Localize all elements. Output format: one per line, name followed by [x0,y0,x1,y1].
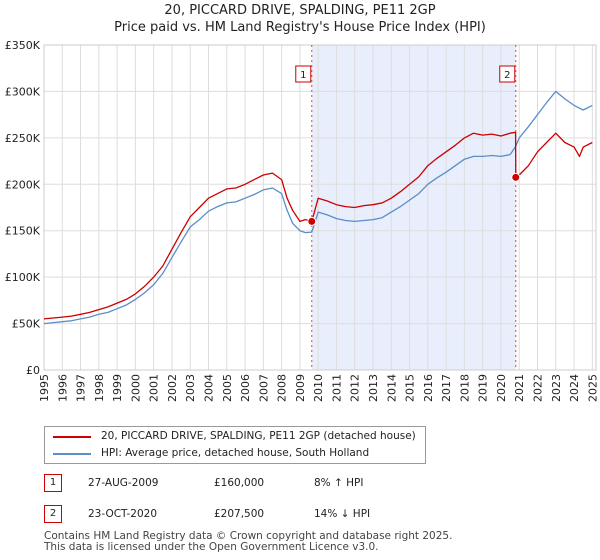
x-tick-label: 2020 [495,374,508,402]
x-tick-label: 2005 [221,374,234,402]
x-tick-label: 2021 [513,374,526,402]
x-tick-label: 2010 [312,374,325,402]
transaction-marker-box [295,65,312,83]
x-tick-label: 2001 [148,374,161,402]
x-tick-label: 1998 [93,374,106,402]
transaction-marker: 2 [44,505,62,523]
x-tick-label: 1996 [56,374,69,402]
x-tick-label: 2015 [404,374,417,402]
transaction-marker: 1 [44,474,62,492]
y-tick-label: £250K [5,132,41,145]
transaction-price: £160,000 [214,477,265,489]
x-tick-label: 2023 [550,374,563,402]
x-tick-label: 2011 [330,374,343,402]
footer-license: This data is licensed under the Open Gov… [44,541,379,553]
y-tick-label: £50K [12,318,41,331]
transaction-point [307,216,317,226]
transaction-row: 2 23-OCT-2020 £207,500 14% ↓ HPI [44,505,444,525]
x-tick-label: 2002 [166,374,179,402]
shaded-period [311,45,516,370]
y-tick-label: £0 [26,364,40,377]
x-tick-label: 2008 [276,374,289,402]
y-tick-label: £150K [5,225,41,238]
transaction-hpi-change: 8% ↑ HPI [314,477,364,489]
x-tick-label: 2006 [239,374,252,402]
x-tick-label: 2017 [440,374,453,402]
x-tick-label: 1997 [75,374,88,402]
legend-swatch-property [53,436,91,438]
x-tick-label: 1995 [38,374,51,402]
legend-label-hpi: HPI: Average price, detached house, Sout… [101,447,370,459]
x-tick-label: 2000 [129,374,142,402]
legend-item-property: 20, PICCARD DRIVE, SPALDING, PE11 2GP (d… [45,429,425,445]
property-price-line [43,131,593,320]
x-tick-label: 2003 [184,374,197,402]
x-tick-label: 2004 [203,374,216,402]
x-tick-label: 2016 [422,374,435,402]
transaction-date: 23-OCT-2020 [88,508,157,520]
x-tick-label: 2019 [477,374,490,402]
transaction-point [511,172,521,182]
chart-legend: 20, PICCARD DRIVE, SPALDING, PE11 2GP (d… [44,426,426,464]
chart-title: 20, PICCARD DRIVE, SPALDING, PE11 2GP [164,3,436,18]
transaction-marker-label: 1 [300,70,306,81]
x-tick-label: 2025 [586,374,599,402]
footer-copyright: Contains HM Land Registry data © Crown c… [44,530,453,542]
x-tick-label: 1999 [111,374,124,402]
legend-swatch-hpi [53,453,91,455]
transaction-price: £207,500 [214,508,265,520]
x-tick-label: 2013 [367,374,380,402]
legend-label-property: 20, PICCARD DRIVE, SPALDING, PE11 2GP (d… [101,430,416,442]
transaction-marker-box [499,65,516,83]
transaction-marker-label: 2 [504,70,510,81]
x-tick-label: 2007 [257,374,270,402]
x-tick-label: 2009 [294,374,307,402]
transaction-hpi-change: 14% ↓ HPI [314,508,371,520]
x-tick-label: 2024 [568,374,581,402]
transaction-date: 27-AUG-2009 [88,477,159,489]
y-tick-label: £100K [5,271,41,284]
transaction-row: 1 27-AUG-2009 £160,000 8% ↑ HPI [44,474,444,494]
y-tick-label: £350K [5,39,41,52]
x-tick-label: 2022 [532,374,545,402]
footer: Contains HM Land Registry data © Crown c… [44,531,452,553]
y-tick-label: £300K [5,85,41,98]
legend-item-hpi: HPI: Average price, detached house, Sout… [45,446,425,462]
x-tick-label: 2012 [349,374,362,402]
chart-subtitle: Price paid vs. HM Land Registry's House … [114,20,486,35]
x-tick-label: 2018 [458,374,471,402]
x-tick-label: 2014 [385,374,398,402]
plot-border [43,44,597,371]
y-tick-label: £200K [5,178,41,191]
price-chart: £0 £50K £100K £150K £200K £250K £300K £350K 1995… [5,39,600,402]
